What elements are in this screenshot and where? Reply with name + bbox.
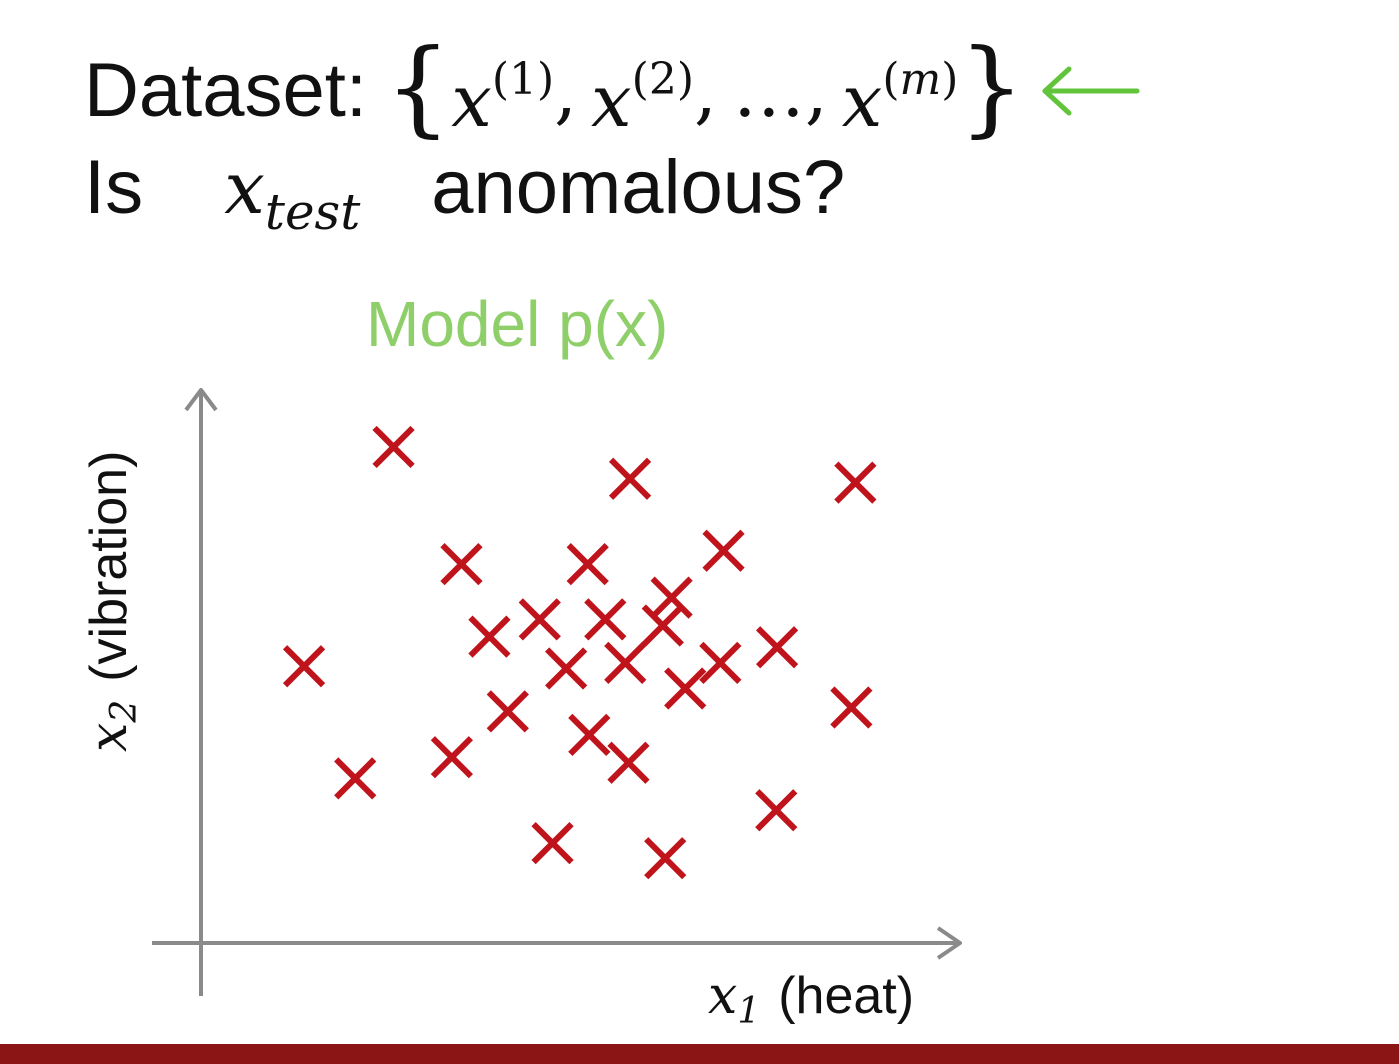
data-point-x-marker [486,690,529,733]
y-axis-label: x2(vibration) [79,451,145,752]
question-is: Is [84,145,144,230]
y-axis-arrow-icon [184,388,218,412]
data-point-x-marker [755,626,799,669]
data-point-x-marker [545,647,588,690]
data-point-x-marker [430,736,474,779]
data-point-x-marker [608,457,652,500]
data-point-x-marker [584,598,627,641]
data-point-x-marker [518,598,561,641]
set-element-m: x(m) [841,54,959,143]
dataset-line: Dataset: { x(1) , x(2) , … , x(m) } [84,32,1143,149]
axes [152,388,962,996]
data-point-x-marker [834,461,877,504]
comma: , [804,48,828,133]
data-point-x-marker [531,821,574,865]
data-point-x-marker [641,604,684,647]
data-point-x-marker [755,789,798,832]
data-point-x-marker [702,529,745,572]
data-point-x-marker [440,542,483,586]
data-point-x-marker [282,645,326,688]
data-point-x-marker [604,641,647,685]
ellipsis: … [732,48,805,133]
bottom-bar [0,1044,1399,1064]
x-test-variable: xtest [224,146,361,241]
data-point-x-marker [468,615,511,658]
comma: , [693,48,717,133]
data-point-x-marker [372,425,415,469]
question-rest: anomalous? [431,145,846,230]
dataset-label: Dataset: [84,47,368,133]
x-axis-arrow-icon [936,926,962,960]
data-point-x-marker [644,837,687,880]
set-element-2: x(2) [591,54,694,143]
data-point-x-marker [334,757,377,800]
data-point-x-marker [650,576,693,619]
right-brace: } [958,25,1025,148]
question-line: Is xtest anomalous? [84,140,845,260]
comma: , [554,48,578,133]
chart-title: Model p(x) [366,288,669,360]
left-brace: { [385,25,452,148]
data-points [282,425,877,880]
set-element-1: x(1) [451,54,555,143]
data-point-x-marker [699,641,742,685]
data-point-x-marker [830,686,873,729]
data-point-x-marker [568,713,611,756]
data-point-x-marker [607,741,650,784]
data-point-x-marker [664,667,707,710]
x-axis-label: x1 (heat) [708,966,914,1032]
left-arrow-icon [1042,66,1140,115]
data-point-x-marker [566,542,609,586]
